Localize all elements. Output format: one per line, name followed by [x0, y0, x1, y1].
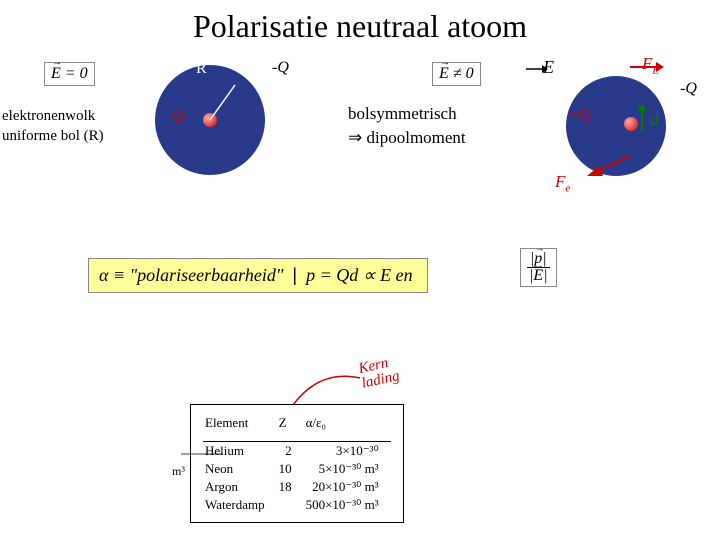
table-header-row: Element Z α/ε₀ — [203, 413, 391, 437]
table-unit-left: m³ — [172, 464, 185, 479]
formula-box: α ≡ "polariseerbaarheid" | p = Qd ∝ E en — [88, 258, 428, 293]
right-E-arrow — [524, 58, 548, 74]
helium-line — [181, 452, 223, 456]
Fe-arrow — [585, 152, 635, 182]
col-z: Z — [277, 413, 304, 437]
right-plusQ-label: +Q — [568, 107, 590, 125]
formula-fraction: |p→| |E→| — [520, 248, 557, 287]
table-row: Argon 18 20×10⁻³⁰ m³ — [203, 478, 391, 496]
d-arrow — [635, 103, 649, 133]
col-alpha: α/ε₀ — [304, 413, 391, 437]
table-row: Waterdamp 500×10⁻³⁰ m³ — [203, 496, 391, 514]
left-plusQ-label: +Q — [162, 108, 184, 126]
table-row: Neon 10 5×10⁻³⁰ m³ — [203, 460, 391, 478]
col-element: Element — [203, 413, 277, 437]
left-minusQ-label: -Q — [272, 59, 289, 77]
elements-table: Element Z α/ε₀ Helium 2 3×10⁻³⁰ Neon 10 … — [190, 404, 404, 523]
page-title: Polarisatie neutraal atoom — [0, 0, 720, 45]
d-label: d — [650, 110, 659, 130]
right-minusQ-label: -Q — [680, 80, 697, 98]
left-side-label-1: elektronenwolk — [2, 108, 95, 125]
center-text-1: bolsymmetrisch — [348, 104, 457, 124]
center-text-2: ⇒ dipoolmoment — [348, 128, 466, 148]
FE-label: FE — [642, 54, 659, 76]
left-side-label-2: uniforme bol (R) — [2, 128, 104, 145]
Fe-label: Fe — [555, 172, 570, 194]
table-row: Helium 2 3×10⁻³⁰ — [203, 442, 391, 460]
eq-right-box: E→ ≠ 0 — [432, 62, 481, 86]
eq-left-box: E→ = 0 — [44, 62, 95, 86]
